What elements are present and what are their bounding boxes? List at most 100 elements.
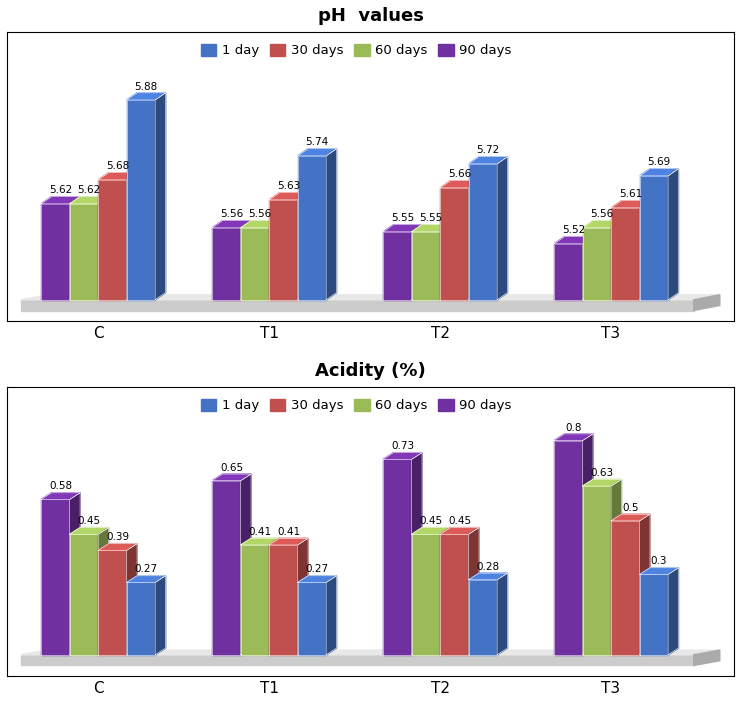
Text: 0.45: 0.45 <box>448 516 471 527</box>
Polygon shape <box>269 545 298 654</box>
Polygon shape <box>127 173 137 299</box>
Title: pH  values: pH values <box>318 7 423 25</box>
Polygon shape <box>241 228 269 299</box>
Text: 5.62: 5.62 <box>49 186 72 195</box>
Polygon shape <box>70 204 98 299</box>
Polygon shape <box>694 295 720 311</box>
Text: 5.63: 5.63 <box>277 181 300 191</box>
Polygon shape <box>212 481 241 654</box>
Polygon shape <box>611 208 639 299</box>
Polygon shape <box>326 576 336 654</box>
Text: 0.45: 0.45 <box>78 516 101 527</box>
Polygon shape <box>554 237 593 244</box>
Polygon shape <box>497 573 508 654</box>
Polygon shape <box>468 157 508 164</box>
Polygon shape <box>582 486 611 654</box>
Polygon shape <box>269 538 279 654</box>
Polygon shape <box>440 225 451 299</box>
Polygon shape <box>70 197 80 299</box>
Polygon shape <box>440 534 468 654</box>
Text: 0.28: 0.28 <box>476 562 499 572</box>
Polygon shape <box>21 295 720 299</box>
Text: 5.69: 5.69 <box>648 157 671 167</box>
Polygon shape <box>383 225 422 232</box>
Polygon shape <box>411 453 422 654</box>
Polygon shape <box>70 197 109 204</box>
Polygon shape <box>468 181 479 299</box>
Polygon shape <box>70 527 109 534</box>
Polygon shape <box>639 176 668 299</box>
Polygon shape <box>98 173 137 180</box>
Polygon shape <box>98 180 127 299</box>
Text: 5.88: 5.88 <box>134 82 158 91</box>
Polygon shape <box>639 169 679 176</box>
Polygon shape <box>98 543 137 550</box>
Text: 0.65: 0.65 <box>220 463 243 472</box>
Legend: 1 day, 30 days, 60 days, 90 days: 1 day, 30 days, 60 days, 90 days <box>196 394 516 418</box>
Text: 0.27: 0.27 <box>305 565 328 574</box>
Polygon shape <box>411 225 422 299</box>
Polygon shape <box>155 576 165 654</box>
Polygon shape <box>298 583 326 654</box>
Text: 0.63: 0.63 <box>591 468 614 478</box>
Legend: 1 day, 30 days, 60 days, 90 days: 1 day, 30 days, 60 days, 90 days <box>196 39 516 63</box>
Text: 5.61: 5.61 <box>619 189 642 200</box>
Polygon shape <box>41 499 70 654</box>
Polygon shape <box>269 221 279 299</box>
Polygon shape <box>411 232 440 299</box>
Polygon shape <box>611 521 639 654</box>
Polygon shape <box>70 534 98 654</box>
Polygon shape <box>41 493 80 499</box>
Text: 5.62: 5.62 <box>78 186 101 195</box>
Polygon shape <box>639 574 668 654</box>
Text: 0.41: 0.41 <box>277 527 300 537</box>
Polygon shape <box>582 237 593 299</box>
Polygon shape <box>127 576 165 583</box>
Polygon shape <box>241 221 251 299</box>
Polygon shape <box>41 204 70 299</box>
Polygon shape <box>21 299 694 311</box>
Polygon shape <box>98 197 109 299</box>
Polygon shape <box>554 244 582 299</box>
Polygon shape <box>668 568 679 654</box>
Polygon shape <box>21 650 720 654</box>
Polygon shape <box>411 527 451 534</box>
Polygon shape <box>694 650 720 666</box>
Title: Acidity (%): Acidity (%) <box>315 362 426 380</box>
Polygon shape <box>298 156 326 299</box>
Text: 0.5: 0.5 <box>622 503 639 513</box>
Polygon shape <box>611 221 622 299</box>
Polygon shape <box>611 479 622 654</box>
Polygon shape <box>554 434 593 441</box>
Polygon shape <box>70 493 80 654</box>
Polygon shape <box>411 225 451 232</box>
Polygon shape <box>440 188 468 299</box>
Polygon shape <box>298 576 336 583</box>
Text: 5.52: 5.52 <box>562 226 585 236</box>
Text: 0.41: 0.41 <box>248 527 272 537</box>
Text: 5.56: 5.56 <box>248 209 272 219</box>
Polygon shape <box>298 538 308 654</box>
Polygon shape <box>411 534 440 654</box>
Polygon shape <box>497 157 508 299</box>
Polygon shape <box>383 453 422 459</box>
Text: 5.56: 5.56 <box>220 209 243 219</box>
Polygon shape <box>127 583 155 654</box>
Polygon shape <box>639 514 650 654</box>
Polygon shape <box>468 527 479 654</box>
Polygon shape <box>241 545 269 654</box>
Polygon shape <box>326 149 336 299</box>
Text: 0.27: 0.27 <box>135 565 158 574</box>
Polygon shape <box>383 232 411 299</box>
Text: 0.45: 0.45 <box>419 516 442 527</box>
Polygon shape <box>611 514 650 521</box>
Polygon shape <box>127 100 155 299</box>
Polygon shape <box>383 459 411 654</box>
Polygon shape <box>41 197 80 204</box>
Polygon shape <box>155 93 165 299</box>
Text: 5.72: 5.72 <box>476 146 499 155</box>
Text: 5.55: 5.55 <box>419 214 442 224</box>
Text: 0.58: 0.58 <box>49 482 72 491</box>
Text: 5.56: 5.56 <box>591 209 614 219</box>
Polygon shape <box>440 181 479 188</box>
